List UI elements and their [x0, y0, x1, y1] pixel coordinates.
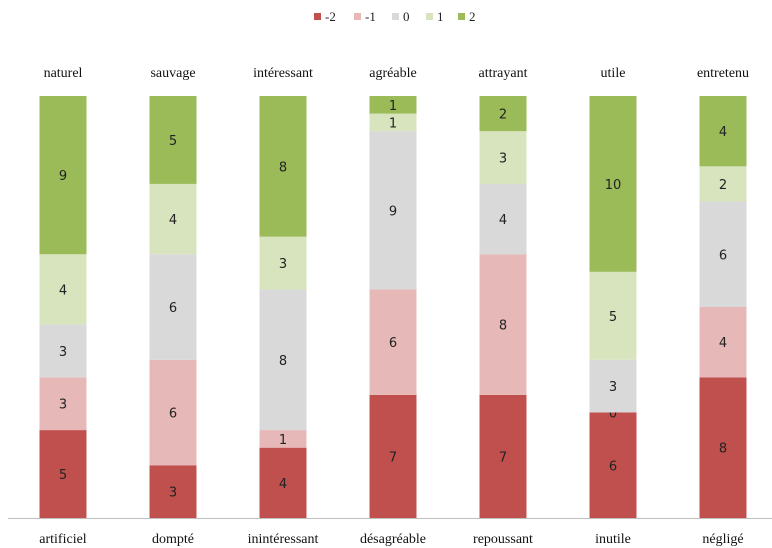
data-label-2-0: 4	[279, 477, 287, 492]
data-label-6-0: 8	[719, 442, 727, 457]
bottom-label-4: repoussant	[473, 532, 533, 547]
data-label-0-1: 3	[59, 398, 67, 413]
legend-swatch-0	[314, 13, 321, 20]
bottom-label-3: désagréable	[360, 532, 426, 547]
data-label-5-1: 0	[609, 407, 617, 422]
bar-segment-5-2	[589, 359, 637, 413]
top-label-2: intéressant	[253, 66, 313, 81]
data-label-0-2: 3	[59, 345, 67, 360]
data-label-4-0: 7	[499, 450, 507, 465]
bar-segment-5-0	[589, 412, 637, 518]
bar-segment-2-4	[259, 96, 307, 237]
legend: -2 -1 0 1 2	[314, 9, 476, 24]
data-label-0-4: 9	[59, 169, 67, 184]
data-label-4-4: 2	[499, 108, 507, 123]
data-label-6-3: 2	[719, 178, 727, 193]
data-label-1-2: 6	[169, 301, 177, 316]
bar-segment-0-2	[39, 324, 87, 378]
bar-segment-0-4	[39, 96, 87, 255]
bar-segment-2-3	[259, 236, 307, 290]
data-label-2-4: 8	[279, 160, 287, 175]
legend-label-2: 0	[403, 9, 410, 24]
top-label-1: sauvage	[150, 66, 195, 81]
legend-swatch-2	[392, 13, 399, 20]
bar-segment-1-0	[149, 465, 197, 518]
bar-segment-3-3	[369, 113, 417, 132]
data-label-5-2: 3	[609, 380, 617, 395]
data-label-2-3: 3	[279, 257, 287, 272]
bar-segment-6-3	[699, 166, 747, 202]
bar-segment-3-1	[369, 289, 417, 395]
bars: 5 3 3 4 9 3 6 6 4 5 4 1 8 3 8 7 6 9 1 1 7 8 4 3 2 6 0 3 5 10 8 4 6 2 4	[39, 96, 747, 518]
data-label-2-2: 8	[279, 354, 287, 369]
bottom-label-0: artificiel	[39, 532, 87, 547]
data-label-0-3: 4	[59, 283, 67, 298]
bar-segment-1-1	[149, 359, 197, 466]
data-label-4-3: 3	[499, 152, 507, 167]
data-label-1-3: 4	[169, 213, 177, 228]
bar-segment-2-0	[259, 447, 307, 518]
legend-swatch-3	[426, 13, 433, 20]
bottom-label-2: inintéressant	[248, 532, 319, 547]
bar-segment-0-0	[39, 430, 87, 518]
data-label-0-0: 5	[59, 468, 67, 483]
data-label-3-3: 1	[389, 116, 397, 131]
data-label-3-1: 6	[389, 336, 397, 351]
bottom-labels: artificiel dompté inintéressant désagréable…	[39, 532, 743, 547]
data-label-5-0: 6	[609, 459, 617, 474]
bar-segment-4-4	[479, 96, 527, 132]
top-label-0: naturel	[44, 66, 83, 81]
data-label-4-1: 8	[499, 319, 507, 334]
data-label-3-2: 9	[389, 204, 397, 219]
data-label-5-3: 5	[609, 310, 617, 325]
bar-segment-0-1	[39, 377, 87, 431]
legend-label-1: -1	[365, 9, 376, 24]
bottom-label-5: inutile	[595, 532, 631, 547]
data-label-6-1: 4	[719, 336, 727, 351]
legend-label-3: 1	[437, 9, 444, 24]
bar-segment-6-2	[699, 201, 747, 307]
legend-swatch-1	[354, 13, 361, 20]
bar-segment-3-2	[369, 131, 417, 290]
top-label-5: utile	[601, 66, 626, 81]
bar-segment-6-4	[699, 96, 747, 167]
bar-segment-5-4	[589, 96, 637, 272]
legend-label-0: -2	[325, 9, 336, 24]
data-label-3-0: 7	[389, 450, 397, 465]
bottom-label-6: négligé	[702, 532, 743, 547]
legend-label-4: 2	[469, 9, 476, 24]
bar-segment-2-2	[259, 289, 307, 431]
data-label-2-1: 1	[279, 433, 287, 448]
data-label-3-4: 1	[389, 99, 397, 114]
bar-segment-1-3	[149, 183, 197, 255]
bar-segment-3-0	[369, 394, 417, 518]
data-label-6-2: 6	[719, 248, 727, 263]
bar-segment-4-3	[479, 131, 527, 184]
bar-segment-6-0	[699, 377, 747, 518]
bar-segment-1-4	[149, 96, 197, 184]
legend-swatch-4	[458, 13, 465, 20]
bar-segment-6-1	[699, 307, 747, 378]
top-label-6: entretenu	[697, 66, 749, 81]
data-label-1-1: 6	[169, 407, 177, 422]
bottom-label-1: dompté	[152, 532, 194, 547]
top-label-3: agréable	[369, 66, 416, 81]
bar-segment-3-4	[369, 96, 417, 114]
top-label-4: attrayant	[479, 66, 528, 81]
data-label-6-4: 4	[719, 125, 727, 140]
bar-segment-4-1	[479, 254, 527, 395]
data-label-5-4: 10	[605, 178, 622, 193]
bar-segment-0-3	[39, 254, 87, 325]
data-label-4-2: 4	[499, 213, 507, 228]
bar-segment-1-2	[149, 254, 197, 360]
data-label-1-4: 5	[169, 134, 177, 149]
bar-segment-5-3	[589, 271, 637, 360]
data-label-1-0: 3	[169, 486, 177, 501]
bar-segment-4-2	[479, 183, 527, 255]
top-labels: naturel sauvage intéressant agréable attraya…	[44, 66, 749, 81]
bar-segment-4-0	[479, 394, 527, 518]
bar-segment-2-1	[259, 430, 307, 448]
